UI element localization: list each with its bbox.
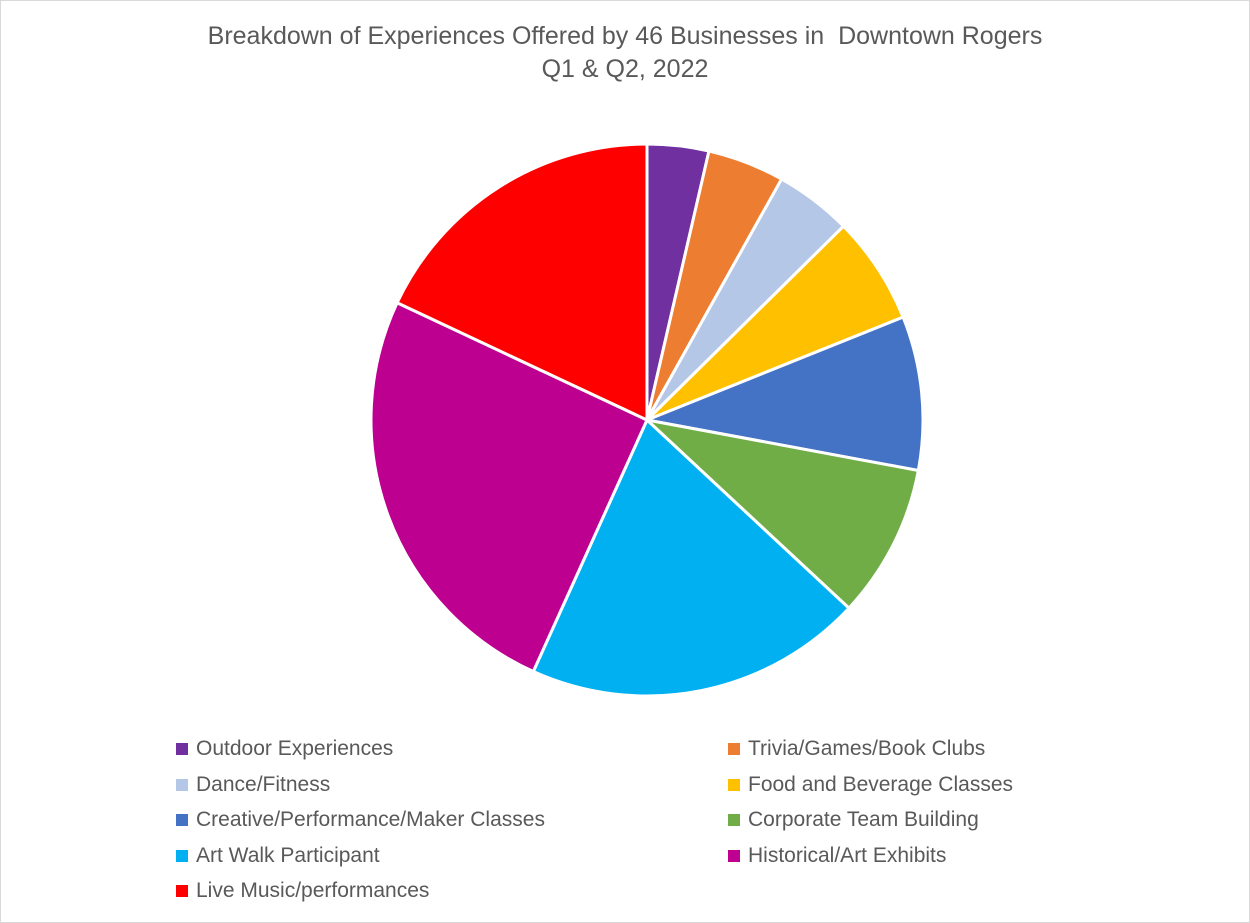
legend-item: Live Music/performances xyxy=(176,878,429,904)
legend-swatch xyxy=(176,778,188,791)
legend-swatch xyxy=(176,849,188,862)
legend-label: Dance/Fitness xyxy=(196,772,331,796)
legend-label: Live Music/performances xyxy=(196,879,430,902)
legend-label: Outdoor Experiences xyxy=(196,737,394,760)
legend-swatch xyxy=(176,885,188,897)
legend-label: Historical/Art Exhibits xyxy=(748,843,947,867)
chart-title-line2: Q1 & Q2, 2022 xyxy=(541,55,709,83)
pie-slice-8 xyxy=(369,301,649,673)
legend-item: Trivia/Games/Book Clubs xyxy=(728,736,985,762)
legend-swatch xyxy=(728,849,740,862)
chart-title: Breakdown of Experiences Offered by 46 B… xyxy=(0,20,1250,86)
legend-label: Trivia/Games/Book Clubs xyxy=(748,737,986,760)
pie-slice-9 xyxy=(395,142,649,422)
legend-item: Outdoor Experiences xyxy=(176,736,393,762)
legend-swatch xyxy=(176,814,188,826)
legend-swatch xyxy=(176,743,188,755)
legend-label: Food and Beverage Classes xyxy=(748,772,1013,796)
pie-slice-6 xyxy=(645,418,920,610)
pie-slices xyxy=(369,142,925,698)
legend-item: Historical/Art Exhibits xyxy=(728,843,946,869)
legend-swatch xyxy=(728,814,740,826)
legend-item: Art Walk Participant xyxy=(176,843,380,869)
pie-slice-7 xyxy=(531,418,851,698)
legend-item: Dance/Fitness xyxy=(176,772,330,798)
legend-item: Creative/Performance/Maker Classes xyxy=(176,807,545,833)
legend-label: Art Walk Participant xyxy=(196,843,380,867)
legend-swatch xyxy=(728,743,740,755)
legend-swatch xyxy=(728,778,740,791)
chart-title-line1: Breakdown of Experiences Offered by 46 B… xyxy=(207,22,1043,50)
legend-item: Food and Beverage Classes xyxy=(728,772,1013,798)
legend-label: Creative/Performance/Maker Classes xyxy=(196,808,545,831)
legend-label: Corporate Team Building xyxy=(748,808,979,831)
legend-item: Corporate Team Building xyxy=(728,807,979,833)
